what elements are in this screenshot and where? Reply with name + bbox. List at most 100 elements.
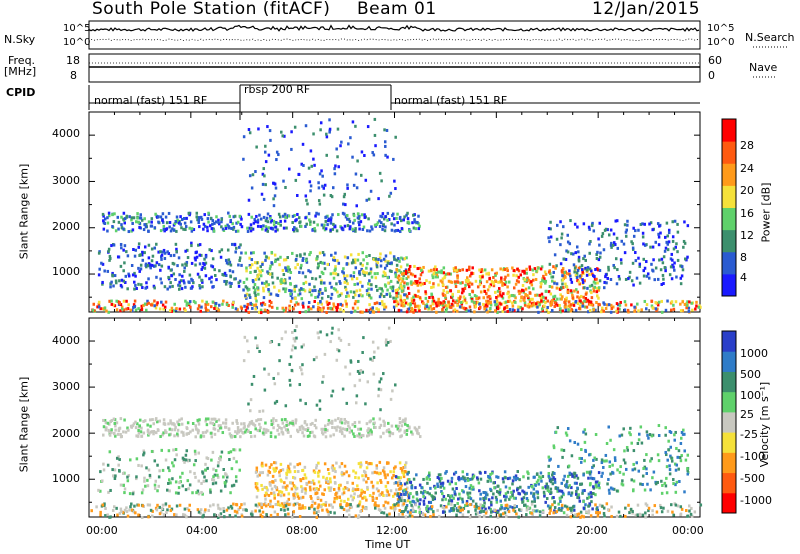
- power-mark: [285, 267, 289, 271]
- power-mark: [552, 265, 555, 269]
- power-mark: [325, 135, 329, 139]
- velocity-mark: [668, 430, 672, 434]
- velocity-mark: [353, 421, 357, 425]
- power-mark: [150, 259, 154, 263]
- power-mark: [583, 254, 586, 258]
- power-mark: [368, 229, 372, 233]
- velocity-mark: [162, 431, 165, 435]
- velocity-mark: [309, 488, 312, 492]
- velocity-cb-100: 100: [740, 389, 761, 402]
- velocity-mark: [525, 491, 528, 495]
- power-mark: [400, 301, 403, 305]
- power-mark: [357, 299, 360, 303]
- velocity-mark: [292, 496, 296, 500]
- power-mark: [211, 222, 214, 226]
- velocity-mark: [318, 407, 322, 411]
- velocity-mark: [266, 488, 269, 492]
- velocity-mark: [138, 424, 141, 428]
- velocity-mark: [347, 488, 350, 492]
- velocity-mark: [141, 488, 145, 492]
- power-mark: [161, 212, 165, 216]
- power-mark: [203, 266, 207, 270]
- power-mark: [601, 232, 605, 236]
- power-mark: [183, 281, 186, 285]
- power-mark: [198, 275, 201, 279]
- power-mark: [140, 304, 144, 308]
- power-mark: [398, 286, 401, 290]
- velocity-mark: [661, 483, 664, 487]
- power-mark: [239, 243, 242, 247]
- velocity-mark: [188, 483, 192, 487]
- velocity-mark: [657, 459, 661, 463]
- velocity-mark: [354, 488, 357, 492]
- power-mark: [179, 222, 182, 226]
- velocity-mark: [630, 478, 634, 482]
- velocity-mark: [317, 474, 320, 478]
- power-mark: [333, 258, 336, 262]
- power-mark: [384, 273, 387, 277]
- xlabel: Time UT: [365, 538, 411, 551]
- power-mark: [374, 259, 378, 263]
- power-mark: [396, 276, 400, 280]
- power-mark: [288, 304, 291, 308]
- velocity-mark: [340, 470, 344, 474]
- power-mark: [314, 289, 317, 293]
- velocity-mark: [437, 514, 441, 518]
- power-mark: [442, 266, 446, 270]
- power-mark: [163, 257, 167, 261]
- power-mark: [233, 214, 237, 218]
- power-mark: [296, 262, 300, 266]
- power-mark: [424, 290, 427, 294]
- velocity-mark: [197, 479, 201, 483]
- power-mark: [198, 225, 201, 229]
- velocity-mark: [123, 487, 127, 491]
- power-mark: [337, 294, 340, 298]
- power-mark: [342, 202, 345, 206]
- power-mark: [119, 242, 123, 246]
- velocity-mark: [361, 370, 365, 374]
- power-mark: [136, 216, 139, 220]
- velocity-mark: [469, 497, 473, 501]
- power-mark: [569, 289, 573, 293]
- velocity-mark: [338, 426, 342, 430]
- velocity-mark: [200, 481, 203, 485]
- power-mark: [609, 228, 613, 232]
- power-mark: [150, 224, 154, 228]
- velocity-mark: [370, 480, 373, 484]
- power-mark: [507, 290, 510, 294]
- power-mark: [118, 279, 121, 283]
- velocity-mark: [167, 466, 170, 470]
- power-mark: [282, 273, 286, 277]
- velocity-mark: [216, 475, 220, 479]
- power-mark: [322, 306, 325, 310]
- velocity-mark: [600, 461, 604, 465]
- velocity-mark: [595, 457, 598, 461]
- power-mark: [280, 277, 283, 281]
- power-mark: [201, 280, 204, 284]
- velocity-mark: [647, 509, 650, 513]
- power-mark: [442, 271, 446, 275]
- velocity-mark: [378, 426, 381, 430]
- velocity-mark: [324, 503, 327, 507]
- velocity-mark: [565, 513, 569, 517]
- velocity-mark: [301, 468, 305, 472]
- velocity-mark: [551, 496, 554, 500]
- power-mark: [365, 271, 368, 275]
- velocity-mark: [278, 470, 281, 474]
- power-mark: [139, 216, 143, 220]
- power-mark: [383, 229, 387, 233]
- power-mark: [261, 262, 264, 266]
- power-mark: [396, 212, 399, 216]
- velocity-mark: [580, 482, 584, 486]
- power-mark: [197, 218, 201, 222]
- velocity-mark: [204, 462, 207, 466]
- velocity-mark: [135, 457, 139, 461]
- power-mark: [485, 280, 489, 284]
- velocity-mark: [583, 489, 586, 493]
- velocity-mark: [260, 515, 264, 519]
- power-mark: [266, 220, 270, 224]
- power-mark: [486, 288, 490, 292]
- velocity-mark: [482, 505, 486, 509]
- power-mark: [137, 245, 140, 249]
- power-mark: [97, 305, 101, 309]
